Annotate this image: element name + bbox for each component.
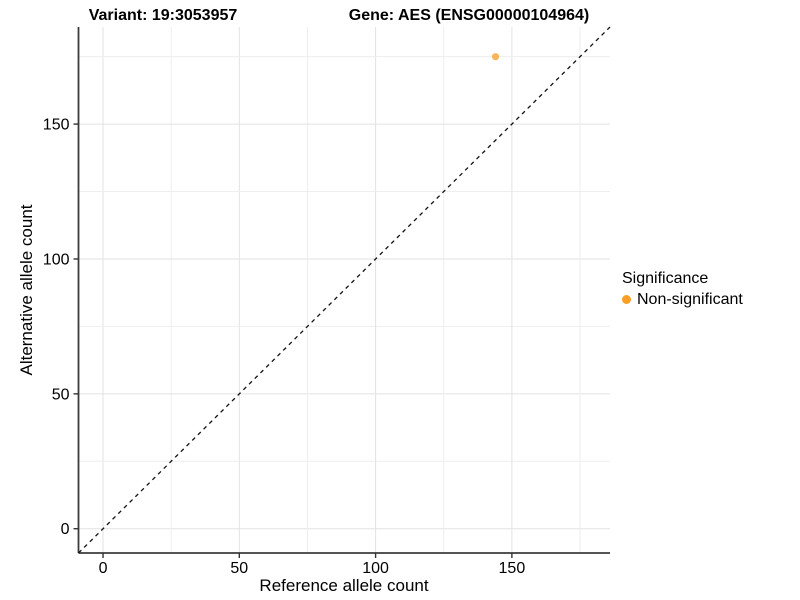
x-tick-label-100: 100: [362, 560, 389, 577]
plot-title-gene: Gene: AES (ENSG00000104964): [348, 7, 590, 24]
y-tick-label-150: 150: [43, 117, 70, 134]
y-tick-label-100: 100: [43, 251, 70, 268]
x-tick-label-0: 0: [99, 560, 108, 577]
legend: Significance Non-significant: [622, 269, 743, 309]
legend-point-icon: [622, 295, 631, 304]
y-axis-title: Alternative allele count: [17, 204, 36, 376]
legend-title: Significance: [622, 270, 709, 287]
data-point-0: [491, 53, 500, 61]
x-tick-label-150: 150: [499, 560, 526, 577]
identity-line: [78, 26, 611, 554]
legend-item-non-significant: Non-significant: [622, 290, 743, 309]
legend-item-label: Non-significant: [637, 291, 743, 308]
y-tick-label-0: 0: [61, 521, 70, 538]
x-tick-label-50: 50: [230, 560, 248, 577]
y-tick-label-50: 50: [52, 386, 70, 403]
x-axis-title: Reference allele count: [259, 576, 429, 595]
plot-title-variant: Variant: 19:3053957: [88, 7, 238, 24]
